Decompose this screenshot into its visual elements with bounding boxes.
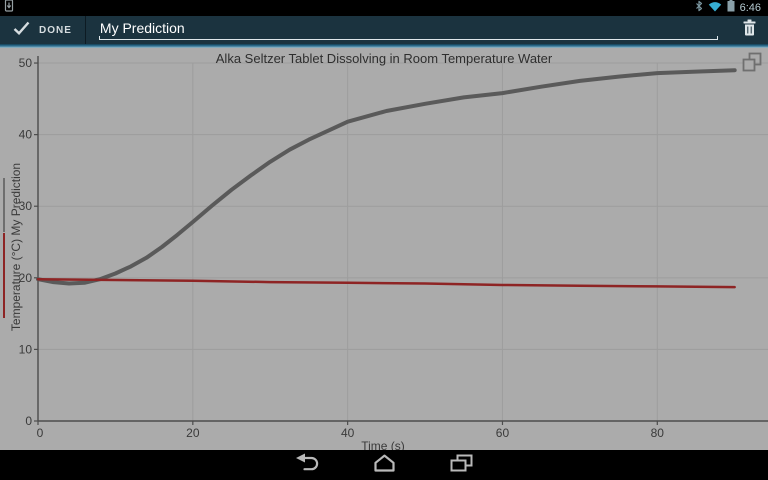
field-underline — [98, 36, 718, 40]
y-axis-label: Temperature (°C) My Prediction — [9, 162, 23, 332]
svg-text:30: 30 — [19, 199, 33, 213]
wifi-icon — [708, 0, 722, 17]
svg-text:0: 0 — [37, 426, 44, 440]
chart-plot[interactable]: 0 10 20 30 40 50 0 20 40 60 80 Time (s) — [0, 48, 768, 453]
svg-text:10: 10 — [19, 342, 33, 356]
svg-text:20: 20 — [19, 271, 33, 285]
status-clock: 6:46 — [739, 2, 761, 14]
delete-button[interactable] — [730, 16, 768, 44]
toolbar-accent-line — [0, 44, 768, 48]
prediction-title-input[interactable]: My Prediction — [98, 19, 718, 41]
pages-icon — [742, 52, 762, 77]
svg-text:20: 20 — [186, 426, 200, 440]
android-nav-bar — [0, 450, 768, 480]
toolbar-divider — [84, 16, 86, 44]
status-bar: 6:46 — [0, 0, 768, 16]
check-icon — [13, 21, 30, 40]
svg-text:80: 80 — [651, 426, 665, 440]
svg-text:0: 0 — [25, 414, 32, 428]
home-button[interactable] — [346, 450, 423, 480]
svg-text:60: 60 — [496, 426, 510, 440]
svg-text:Time (s): Time (s) — [361, 439, 405, 450]
trash-icon — [742, 19, 757, 41]
usb-debug-icon — [4, 0, 14, 17]
chart-title: Alka Seltzer Tablet Dissolving in Room T… — [215, 51, 553, 66]
temperature-series-color-strip — [3, 233, 5, 318]
svg-text:40: 40 — [19, 128, 33, 142]
back-button[interactable] — [269, 450, 346, 480]
done-button[interactable]: DONE — [0, 16, 85, 44]
graph-pages-button[interactable] — [741, 52, 763, 77]
edit-toolbar: DONE My Prediction — [0, 16, 768, 44]
graph-area[interactable]: Alka Seltzer Tablet Dissolving in Room T… — [0, 48, 768, 453]
home-icon — [373, 454, 396, 477]
done-button-label: DONE — [39, 24, 72, 36]
svg-text:50: 50 — [19, 56, 33, 70]
battery-icon — [727, 0, 735, 17]
prediction-series-color-strip — [3, 178, 5, 232]
bluetooth-icon — [695, 0, 703, 17]
recents-icon — [450, 454, 473, 477]
back-icon — [294, 453, 321, 477]
prediction-title-value: My Prediction — [99, 20, 185, 36]
svg-text:40: 40 — [341, 426, 355, 440]
recents-button[interactable] — [423, 450, 500, 480]
